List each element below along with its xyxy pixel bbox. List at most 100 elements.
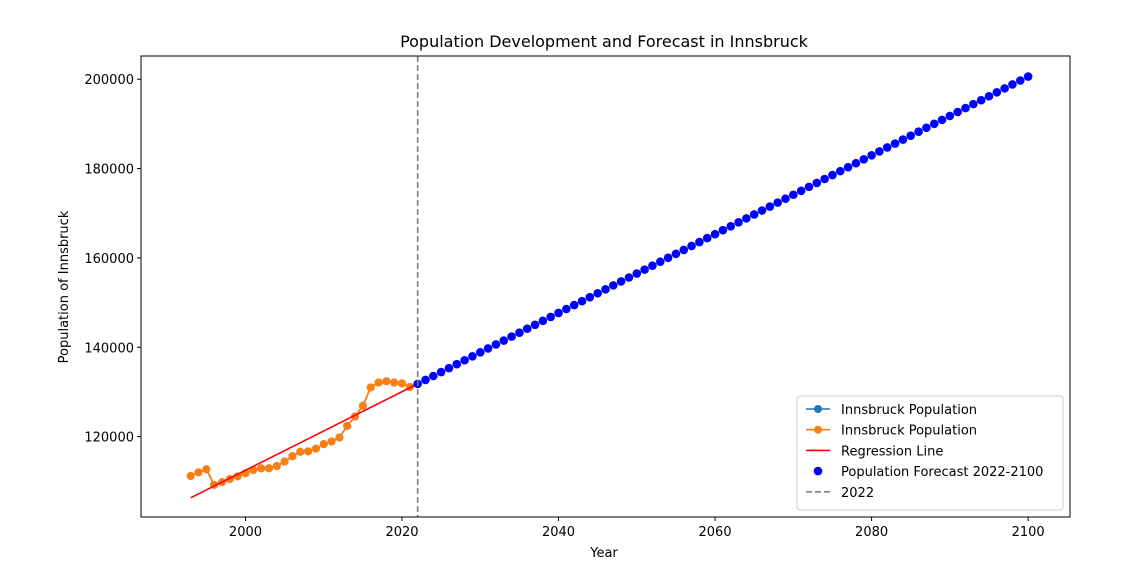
- series-1-point-2018: [382, 377, 391, 386]
- forecast-point-2032: [491, 340, 501, 349]
- forecast-point-2048: [616, 277, 626, 286]
- forecast-point-2034: [507, 332, 516, 341]
- forecast-point-2069: [781, 194, 790, 203]
- series-1-point-2006: [288, 452, 297, 461]
- forecast-point-2083: [890, 139, 900, 148]
- forecast-point-2029: [468, 352, 477, 361]
- y-tick-label-180000: 180000: [84, 163, 134, 178]
- forecast-point-2028: [460, 355, 469, 365]
- forecast-point-2070: [789, 190, 798, 200]
- forecast-point-2060: [710, 229, 720, 239]
- forecast-point-2072: [804, 182, 814, 192]
- series-line-2: [190, 383, 419, 499]
- forecast-point-2094: [976, 95, 986, 105]
- legend-label-3: Population Forecast 2022-2100: [841, 465, 1043, 480]
- forecast-point-2082: [882, 143, 892, 152]
- forecast-point-2087: [922, 123, 931, 133]
- series-1-point-2020: [398, 379, 407, 388]
- forecast-point-2025: [436, 367, 446, 377]
- series-1-point-2010: [319, 440, 328, 449]
- forecast-point-2057: [687, 241, 696, 251]
- legend-box: [796, 395, 1064, 511]
- legend-label-1: Innsbruck Population: [841, 424, 977, 439]
- forecast-point-2027: [452, 359, 462, 369]
- series-1-point-2015: [358, 401, 367, 410]
- series-line-0: [190, 380, 411, 486]
- forecast-point-2073: [812, 178, 822, 188]
- forecast-point-2062: [726, 221, 736, 231]
- forecast-point-2068: [773, 198, 782, 207]
- series-line-1: [190, 380, 411, 486]
- forecast-point-2081: [875, 147, 884, 156]
- series-1-point-2019: [390, 378, 399, 387]
- forecast-point-2046: [601, 285, 610, 294]
- series-1-point-1995: [202, 465, 211, 474]
- series-1-point-1994: [194, 468, 203, 477]
- forecast-point-2047: [609, 281, 618, 290]
- series-1-point-1993: [186, 471, 195, 480]
- forecast-point-2098: [1008, 80, 1017, 89]
- forecast-point-2045: [593, 288, 602, 298]
- series-1-point-2003: [264, 464, 273, 473]
- forecast-point-2023: [421, 375, 430, 385]
- series-1-point-2013: [343, 421, 352, 430]
- x-tick-label-2040: 2040: [542, 525, 575, 540]
- series-1-point-2017: [374, 378, 383, 387]
- forecast-point-2044: [585, 292, 595, 302]
- x-tick-label-2060: 2060: [699, 525, 732, 540]
- forecast-point-2091: [953, 107, 962, 117]
- forecast-point-2049: [624, 273, 634, 282]
- forecast-point-2024: [429, 371, 438, 381]
- chart-title: Population Development and Forecast in I…: [400, 32, 809, 51]
- forecast-point-2043: [577, 296, 587, 306]
- forecast-point-2078: [851, 158, 861, 168]
- y-axis-label: Population of Innsbruck: [57, 210, 72, 363]
- series-1-point-2005: [280, 457, 289, 466]
- plot-frame: [140, 55, 1071, 518]
- forecast-point-2035: [515, 328, 524, 337]
- forecast-point-2026: [444, 363, 454, 373]
- x-axis-label: Year: [589, 546, 618, 561]
- legend-label-2: Regression Line: [841, 444, 943, 459]
- forecast-point-2042: [569, 300, 579, 310]
- forecast-point-2066: [757, 206, 767, 215]
- forecast-point-2063: [734, 218, 743, 227]
- forecast-point-2050: [632, 269, 642, 278]
- forecast-point-2052: [648, 261, 657, 270]
- forecast-point-2074: [820, 174, 829, 184]
- y-tick-label-160000: 160000: [84, 252, 134, 267]
- forecast-point-2041: [562, 304, 571, 314]
- forecast-point-2036: [522, 324, 532, 334]
- y-tick-label-200000: 200000: [84, 73, 134, 88]
- legend-handle-marker-3: [813, 466, 823, 476]
- series-1-point-2002: [257, 464, 266, 473]
- forecast-point-2065: [749, 210, 759, 219]
- forecast-point-2037: [530, 320, 540, 330]
- forecast-point-2077: [843, 162, 853, 172]
- plot-clipped-layer: [186, 56, 1033, 517]
- forecast-point-2086: [914, 127, 923, 137]
- series-1-point-2012: [335, 433, 344, 442]
- forecast-point-2053: [655, 257, 665, 267]
- forecast-point-2085: [906, 131, 916, 140]
- forecast-point-2040: [554, 308, 563, 318]
- forecast-point-2064: [742, 214, 751, 223]
- forecast-point-2058: [695, 237, 704, 247]
- forecast-point-2054: [663, 253, 673, 263]
- forecast-point-2059: [702, 233, 712, 243]
- series-1-point-2009: [311, 444, 320, 453]
- forecast-point-2099: [1016, 76, 1025, 85]
- legend-label-4: 2022: [841, 486, 874, 501]
- forecast-point-2056: [679, 245, 689, 255]
- forecast-point-2095: [984, 91, 994, 101]
- forecast-point-2067: [765, 202, 775, 211]
- forecast-point-2088: [929, 119, 939, 129]
- forecast-point-2039: [546, 312, 556, 322]
- forecast-point-2038: [538, 316, 548, 326]
- forecast-point-2090: [945, 111, 955, 121]
- forecast-point-2055: [671, 249, 681, 259]
- forecast-point-2079: [859, 154, 869, 164]
- legend-label-0: Innsbruck Population: [841, 403, 977, 418]
- forecast-point-2092: [961, 103, 970, 113]
- forecast-point-2071: [796, 186, 806, 196]
